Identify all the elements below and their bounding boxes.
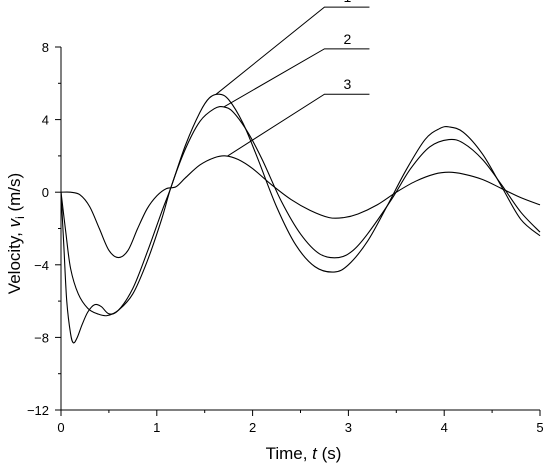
annotation-label-1: 1 — [344, 0, 352, 5]
x-tick-label: 3 — [345, 420, 352, 435]
x-axis-title-prefix: Time, — [266, 444, 313, 463]
x-axis-title-var: t — [312, 444, 318, 463]
x-tick-label: 2 — [249, 420, 256, 435]
annotation-leader-1 — [215, 6, 370, 95]
annotation-leader-3 — [227, 93, 370, 157]
y-axis-title: Velocity, vi (m/s) — [5, 173, 27, 294]
x-tick-label: 0 — [57, 420, 64, 435]
series-curves — [60, 93, 541, 344]
y-axis-title-prefix: Velocity, — [5, 227, 24, 294]
x-tick-label: 4 — [441, 420, 448, 435]
plot-area: 0 1 2 3 4 5 8 4 0 −4 −8 −12 1 2 3 — [27, 0, 544, 435]
x-axis-title: Time, t (s) — [266, 444, 342, 463]
series-1-line — [60, 93, 541, 344]
annotation-leader-2 — [223, 48, 370, 108]
x-axis-title-suffix: (s) — [317, 444, 342, 463]
series-2-line — [60, 106, 541, 317]
curve-annotations: 1 2 3 — [215, 0, 370, 157]
y-tick-label: 4 — [42, 113, 49, 128]
annotation-label-3: 3 — [344, 76, 352, 92]
series-3-line — [60, 155, 541, 259]
x-tick-label: 5 — [536, 420, 543, 435]
y-tick-label: −8 — [34, 330, 49, 345]
y-tick-label: −12 — [27, 403, 49, 418]
axis-tick-labels: 0 1 2 3 4 5 8 4 0 −4 −8 −12 — [27, 40, 544, 435]
y-axis-title-suffix: (m/s) — [5, 173, 24, 216]
annotation-label-2: 2 — [344, 31, 352, 47]
axis-ticks — [55, 46, 541, 416]
y-tick-label: −4 — [34, 258, 49, 273]
x-tick-label: 1 — [153, 420, 160, 435]
y-tick-label: 8 — [42, 40, 49, 55]
y-axis-title-var: v — [5, 217, 24, 227]
y-axis-title-sub: i — [13, 216, 27, 219]
y-tick-label: 0 — [42, 185, 49, 200]
